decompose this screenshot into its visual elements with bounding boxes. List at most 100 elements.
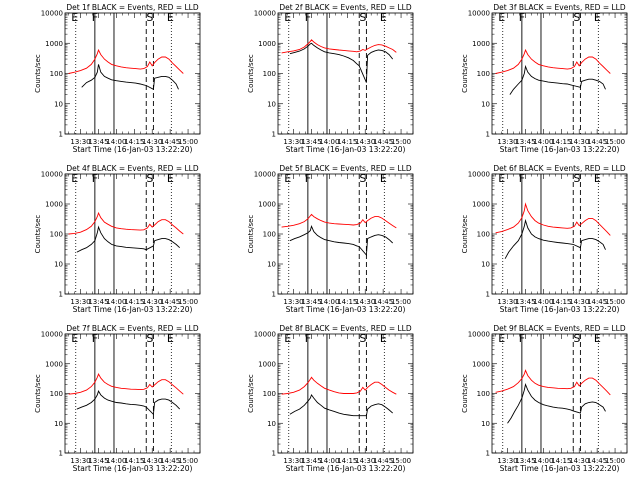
marker-letter: S xyxy=(359,11,366,24)
x-tick-label: 15:00 xyxy=(391,457,411,465)
series-lld-line xyxy=(281,376,397,395)
series-lld-line xyxy=(68,373,184,395)
y-axis-label: Counts/sec xyxy=(34,54,42,93)
marker-letter: F xyxy=(92,332,98,345)
marker-letter: S xyxy=(359,332,366,345)
x-tick-label: 14:15 xyxy=(337,457,357,465)
y-axis-label: Counts/sec xyxy=(461,215,469,254)
series-events-line xyxy=(289,393,393,417)
y-tick-label: 1 xyxy=(59,131,63,139)
x-tick-label: 13:30 xyxy=(70,457,90,465)
y-tick-label: 10000 xyxy=(468,10,490,18)
marker-letter: E xyxy=(284,332,291,345)
panel-4: Det 4f BLACK = Events, RED = LLD 1 10 100 10… xyxy=(34,164,201,314)
y-axis-label: Counts/sec xyxy=(247,215,255,254)
x-axis-label: Start Time (16-Jan-03 13:22:20) xyxy=(286,145,406,154)
y-tick-label: 100 xyxy=(263,231,276,239)
marker-letter: S xyxy=(573,172,580,185)
x-tick-label: 13:45 xyxy=(301,457,321,465)
series-lld-line xyxy=(281,213,397,229)
y-tick-label: 10 xyxy=(481,100,490,108)
y-axis-label: Counts/sec xyxy=(461,374,469,413)
y-tick-label: 1000 xyxy=(258,201,276,209)
x-tick-label: 14:45 xyxy=(373,457,393,465)
x-tick-label: 14:30 xyxy=(355,457,375,465)
x-tick-label: 13:45 xyxy=(515,298,535,306)
x-tick-label: 15:00 xyxy=(178,298,198,306)
marker-letter: E xyxy=(167,11,174,24)
y-tick-label: 10 xyxy=(481,261,490,269)
marker-letter: F xyxy=(519,11,525,24)
marker-letter: E xyxy=(498,332,505,345)
x-tick-label: 13:45 xyxy=(88,138,108,146)
x-tick-label: 14:00 xyxy=(319,298,339,306)
x-axis-label: Start Time (16-Jan-03 13:22:20) xyxy=(500,145,620,154)
panel-9: Det 9f BLACK = Events, RED = LLD 1 10 100 10… xyxy=(461,324,628,473)
y-tick-label: 1 xyxy=(272,291,276,299)
marker-letter: S xyxy=(573,332,580,345)
y-tick-label: 1 xyxy=(272,450,276,458)
x-tick-label: 13:30 xyxy=(70,298,90,306)
marker-letter: S xyxy=(359,172,366,185)
y-tick-label: 1 xyxy=(59,450,63,458)
y-tick-label: 1000 xyxy=(258,40,276,48)
marker-letter: F xyxy=(305,332,311,345)
x-tick-label: 13:30 xyxy=(283,298,303,306)
x-tick-label: 15:00 xyxy=(391,138,411,146)
series-events-line xyxy=(289,224,394,257)
y-tick-label: 10 xyxy=(54,261,63,269)
series-lld-line xyxy=(495,202,611,236)
marker-letter: E xyxy=(284,172,291,185)
y-axis-label: Counts/sec xyxy=(34,374,42,413)
series-lld-line xyxy=(495,48,611,74)
y-tick-label: 10000 xyxy=(41,331,63,339)
y-tick-label: 10000 xyxy=(468,171,490,179)
series-events-line xyxy=(504,218,606,259)
x-tick-label: 13:30 xyxy=(497,298,517,306)
y-tick-label: 10 xyxy=(481,420,490,428)
x-tick-label: 13:30 xyxy=(497,457,517,465)
panel-title: Det 1f BLACK = Events, RED = LLD xyxy=(66,3,199,12)
marker-letter: F xyxy=(305,11,311,24)
panel-3: Det 3f BLACK = Events, RED = LLD 1 10 100 10… xyxy=(461,3,628,154)
x-tick-label: 14:00 xyxy=(319,457,339,465)
x-tick-label: 14:00 xyxy=(106,457,126,465)
panel-5: Det 5f BLACK = Events, RED = LLD 1 10 100 10… xyxy=(247,164,414,314)
panel-title: Det 2f BLACK = Events, RED = LLD xyxy=(279,3,412,12)
plot-frame xyxy=(491,12,628,135)
marker-letter: S xyxy=(146,11,153,24)
marker-letter: E xyxy=(167,172,174,185)
marker-letter: S xyxy=(146,172,153,185)
x-tick-label: 14:15 xyxy=(124,138,144,146)
x-tick-label: 14:45 xyxy=(587,298,607,306)
x-tick-label: 14:15 xyxy=(337,298,357,306)
series-events-line xyxy=(81,64,179,91)
marker-letter: E xyxy=(71,172,78,185)
panel-6: Det 6f BLACK = Events, RED = LLD 1 10 100 10… xyxy=(461,164,628,314)
x-tick-label: 14:45 xyxy=(373,138,393,146)
x-tick-label: 13:30 xyxy=(70,138,90,146)
y-tick-label: 1 xyxy=(486,131,490,139)
series-lld-line xyxy=(68,48,184,74)
marker-letter: E xyxy=(498,172,505,185)
x-tick-label: 14:45 xyxy=(587,457,607,465)
panel-7: Det 7f BLACK = Events, RED = LLD 1 10 100 10… xyxy=(34,324,201,473)
y-tick-label: 1 xyxy=(486,291,490,299)
marker-letter: F xyxy=(305,172,311,185)
x-axis-label: Start Time (16-Jan-03 13:22:20) xyxy=(286,464,406,473)
x-tick-label: 14:00 xyxy=(533,457,553,465)
series-lld-line xyxy=(495,369,611,396)
y-tick-label: 1 xyxy=(486,450,490,458)
x-tick-label: 14:30 xyxy=(569,457,589,465)
x-tick-label: 13:45 xyxy=(88,298,108,306)
y-axis-label: Counts/sec xyxy=(34,215,42,254)
y-tick-label: 100 xyxy=(50,231,63,239)
plot-frame xyxy=(277,333,414,454)
marker-letter: S xyxy=(573,11,580,24)
x-axis-label: Start Time (16-Jan-03 13:22:20) xyxy=(73,464,193,473)
panel-title: Det 5f BLACK = Events, RED = LLD xyxy=(279,164,412,173)
x-axis-label: Start Time (16-Jan-03 13:22:20) xyxy=(73,145,193,154)
marker-letter: E xyxy=(594,172,601,185)
y-tick-label: 100 xyxy=(477,231,490,239)
marker-letter: E xyxy=(380,11,387,24)
